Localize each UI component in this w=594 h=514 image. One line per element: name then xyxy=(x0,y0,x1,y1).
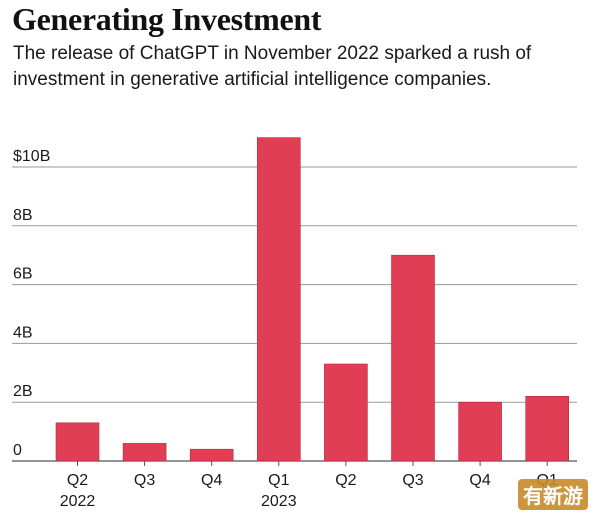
x-category-label: Q2 xyxy=(67,472,88,489)
watermark-logo: 有新游 xyxy=(518,479,588,510)
x-category-label: Q3 xyxy=(134,472,155,489)
bar xyxy=(525,395,570,462)
x-year-label: 2022 xyxy=(60,493,96,510)
bar xyxy=(55,422,100,462)
y-tick-label: 2B xyxy=(13,383,33,400)
bar xyxy=(189,448,234,462)
bar xyxy=(256,137,301,462)
x-category-label: Q3 xyxy=(402,472,423,489)
bar xyxy=(391,254,435,462)
bars xyxy=(55,137,570,462)
y-tick-label: 4B xyxy=(13,324,33,341)
bar xyxy=(458,401,502,462)
chart-title: Generating Investment xyxy=(12,1,322,37)
x-category-label: Q4 xyxy=(469,472,490,489)
x-category-label: Q4 xyxy=(201,472,222,489)
y-tick-label: $10B xyxy=(13,148,50,165)
bar xyxy=(122,443,167,462)
y-tick-label: 6B xyxy=(13,266,33,283)
bar xyxy=(324,363,368,462)
x-category-label: Q1 xyxy=(268,472,289,489)
x-year-label: 2023 xyxy=(261,493,297,510)
x-axis-labels: Q22022Q3Q4Q12023Q2Q3Q4Q1 xyxy=(60,461,558,510)
y-tick-label: 0 xyxy=(13,442,22,459)
y-tick-label: 8B xyxy=(13,207,33,224)
chart-subtitle: The release of ChatGPT in November 2022 … xyxy=(13,43,532,90)
y-axis-labels: 0 2B 4B 6B 8B $10B xyxy=(13,148,50,459)
x-category-label: Q2 xyxy=(335,472,356,489)
